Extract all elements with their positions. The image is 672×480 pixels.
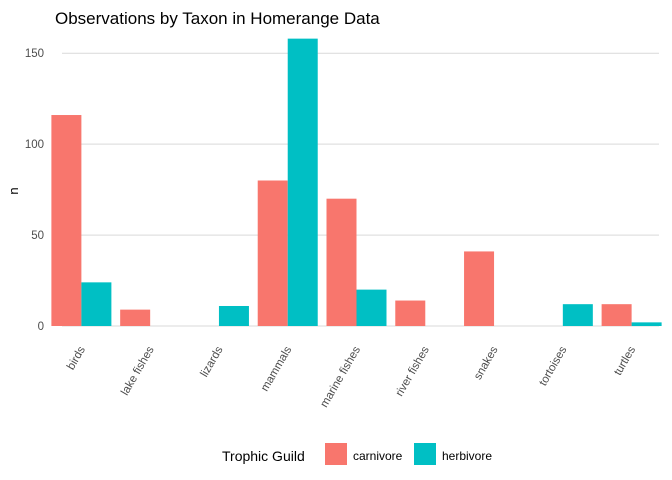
- bar-carnivore: [326, 198, 357, 326]
- y-tick-label: 150: [25, 48, 44, 60]
- x-tick-label: mammals: [259, 344, 294, 393]
- x-tick-label: lake fishes: [119, 344, 157, 397]
- bar-carnivore: [601, 304, 632, 326]
- x-axis-ticks: birds lake fishes lizards mammals marine fis…: [65, 344, 638, 409]
- x-tick-label: snakes: [472, 344, 501, 382]
- legend-swatch-herbivore: [414, 443, 436, 465]
- y-tick-label: 100: [25, 139, 44, 151]
- bar-carnivore: [464, 251, 495, 326]
- y-axis-label: n: [6, 187, 21, 194]
- legend-label-carnivore: carnivore: [353, 449, 403, 463]
- gridlines: [62, 52, 659, 327]
- legend: Trophic Guild carnivore herbivore: [222, 443, 492, 465]
- bar-carnivore: [120, 309, 151, 326]
- x-tick-label: river fishes: [394, 344, 432, 398]
- chart-title: Observations by Taxon in Homerange Data: [55, 9, 380, 28]
- bar-herbivore: [356, 289, 387, 326]
- bar-herbivore: [81, 282, 112, 326]
- legend-items: carnivore herbivore: [325, 443, 492, 465]
- legend-swatch-carnivore: [325, 443, 347, 465]
- legend-label-herbivore: herbivore: [442, 449, 492, 463]
- bars: [51, 38, 662, 327]
- x-tick-label: birds: [65, 344, 88, 372]
- bar-carnivore: [257, 180, 288, 326]
- bar-carnivore: [51, 115, 82, 327]
- bar-herbivore: [631, 322, 662, 326]
- bar-carnivore: [395, 300, 426, 326]
- y-axis-ticks: 0 50 100 150: [25, 48, 44, 333]
- x-tick-label: tortoises: [537, 344, 569, 388]
- y-tick-label: 50: [31, 230, 44, 242]
- bar-herbivore: [218, 305, 249, 326]
- x-tick-label: lizards: [199, 344, 226, 379]
- x-tick-label: turtles: [612, 344, 638, 377]
- y-tick-label: 0: [38, 321, 44, 333]
- bar-herbivore: [562, 304, 593, 326]
- x-tick-label: marine fishes: [319, 344, 364, 409]
- legend-title: Trophic Guild: [222, 448, 305, 464]
- bar-herbivore: [287, 38, 318, 326]
